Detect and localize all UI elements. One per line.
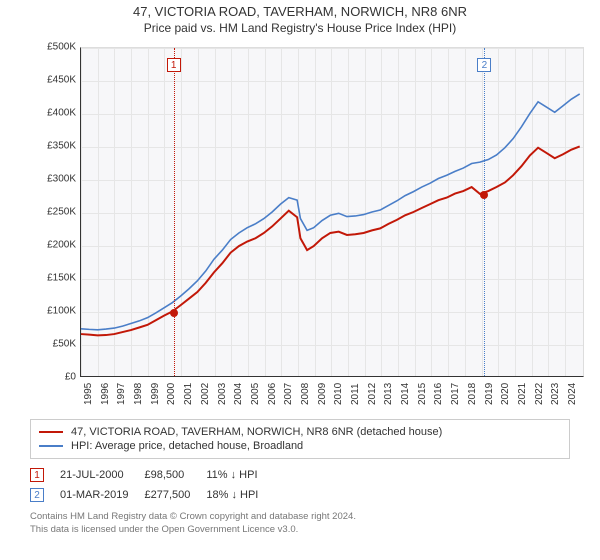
- x-tick-label: 1995: [83, 383, 94, 405]
- chart-area: £0 £50K £100K £150K £200K £250K £300K £350K £400…: [34, 43, 594, 411]
- transaction-marker-1: 1: [30, 468, 44, 482]
- chart-title-block: 47, VICTORIA ROAD, TAVERHAM, NORWICH, NR…: [0, 0, 600, 35]
- plot-area: 12: [80, 47, 584, 377]
- transaction-delta: 18% ↓ HPI: [206, 485, 274, 505]
- y-tick-label: £250K: [47, 207, 76, 218]
- legend-swatch: [39, 445, 63, 447]
- legend-row: HPI: Average price, detached house, Broa…: [39, 440, 561, 452]
- x-tick-label: 2017: [450, 383, 461, 405]
- y-tick-label: £150K: [47, 273, 76, 284]
- y-tick-label: £0: [65, 372, 76, 383]
- line-svg: [81, 48, 583, 376]
- marker-box-2: 2: [477, 58, 491, 72]
- x-tick-label: 2009: [317, 383, 328, 405]
- x-tick-label: 2015: [417, 383, 428, 405]
- x-tick-label: 2008: [300, 383, 311, 405]
- x-tick-label: 2012: [367, 383, 378, 405]
- legend-label: 47, VICTORIA ROAD, TAVERHAM, NORWICH, NR…: [71, 426, 442, 438]
- x-tick-label: 2000: [166, 383, 177, 405]
- transaction-date: 01-MAR-2019: [60, 485, 144, 505]
- x-tick-label: 2010: [333, 383, 344, 405]
- transaction-marker-2: 2: [30, 488, 44, 502]
- y-tick-label: £500K: [47, 42, 76, 53]
- y-tick-label: £300K: [47, 174, 76, 185]
- y-tick-label: £400K: [47, 108, 76, 119]
- x-tick-label: 2019: [484, 383, 495, 405]
- x-tick-label: 2018: [467, 383, 478, 405]
- y-tick-label: £100K: [47, 306, 76, 317]
- x-axis: 1995 1996 1997 1998 1999 2000 2001 2002 2003 2004…: [80, 377, 584, 411]
- footer-line-1: Contains HM Land Registry data © Crown c…: [30, 511, 570, 524]
- y-tick-label: £50K: [53, 339, 76, 350]
- transaction-price: £277,500: [144, 485, 206, 505]
- x-tick-label: 2014: [400, 383, 411, 405]
- x-tick-label: 2004: [233, 383, 244, 405]
- x-tick-label: 2016: [433, 383, 444, 405]
- x-tick-label: 2002: [200, 383, 211, 405]
- transaction-price: £98,500: [144, 465, 206, 485]
- y-tick-label: £450K: [47, 75, 76, 86]
- footer-line-2: This data is licensed under the Open Gov…: [30, 524, 570, 537]
- table-row: 1 21-JUL-2000£98,50011% ↓ HPI: [30, 465, 274, 485]
- series-price_paid: [81, 146, 580, 335]
- marker-line-2: [484, 48, 485, 376]
- x-tick-label: 2003: [217, 383, 228, 405]
- x-tick-label: 2024: [567, 383, 578, 405]
- x-tick-label: 2020: [500, 383, 511, 405]
- title-subtitle: Price paid vs. HM Land Registry's House …: [0, 21, 600, 35]
- x-tick-label: 1997: [116, 383, 127, 405]
- y-axis: £0£50K£100K£150K£200K£250K£300K£350K£400…: [34, 47, 80, 377]
- x-tick-label: 1998: [133, 383, 144, 405]
- transaction-dot-2: [480, 191, 488, 199]
- y-tick-label: £350K: [47, 141, 76, 152]
- legend-box: 47, VICTORIA ROAD, TAVERHAM, NORWICH, NR…: [30, 419, 570, 459]
- legend-block: 47, VICTORIA ROAD, TAVERHAM, NORWICH, NR…: [30, 419, 570, 537]
- legend-label: HPI: Average price, detached house, Broa…: [71, 440, 303, 452]
- x-tick-label: 2001: [183, 383, 194, 405]
- legend-swatch: [39, 431, 63, 433]
- title-address: 47, VICTORIA ROAD, TAVERHAM, NORWICH, NR…: [0, 4, 600, 19]
- marker-box-1: 1: [167, 58, 181, 72]
- y-tick-label: £200K: [47, 240, 76, 251]
- transaction-dot-1: [170, 309, 178, 317]
- x-tick-label: 2006: [267, 383, 278, 405]
- x-tick-label: 1999: [150, 383, 161, 405]
- table-row: 2 01-MAR-2019£277,50018% ↓ HPI: [30, 485, 274, 505]
- series-hpi: [81, 94, 580, 330]
- x-tick-label: 2022: [534, 383, 545, 405]
- footer-attribution: Contains HM Land Registry data © Crown c…: [30, 511, 570, 537]
- x-tick-label: 2021: [517, 383, 528, 405]
- x-tick-label: 2011: [350, 383, 361, 405]
- transaction-date: 21-JUL-2000: [60, 465, 144, 485]
- legend-row: 47, VICTORIA ROAD, TAVERHAM, NORWICH, NR…: [39, 426, 561, 438]
- x-tick-label: 2013: [383, 383, 394, 405]
- transactions-table: 1 21-JUL-2000£98,50011% ↓ HPI 2 01-MAR-2019…: [30, 465, 274, 505]
- x-tick-label: 2007: [283, 383, 294, 405]
- transaction-delta: 11% ↓ HPI: [206, 465, 274, 485]
- x-tick-label: 2023: [550, 383, 561, 405]
- x-tick-label: 2005: [250, 383, 261, 405]
- marker-line-1: [174, 48, 175, 376]
- x-tick-label: 1996: [100, 383, 111, 405]
